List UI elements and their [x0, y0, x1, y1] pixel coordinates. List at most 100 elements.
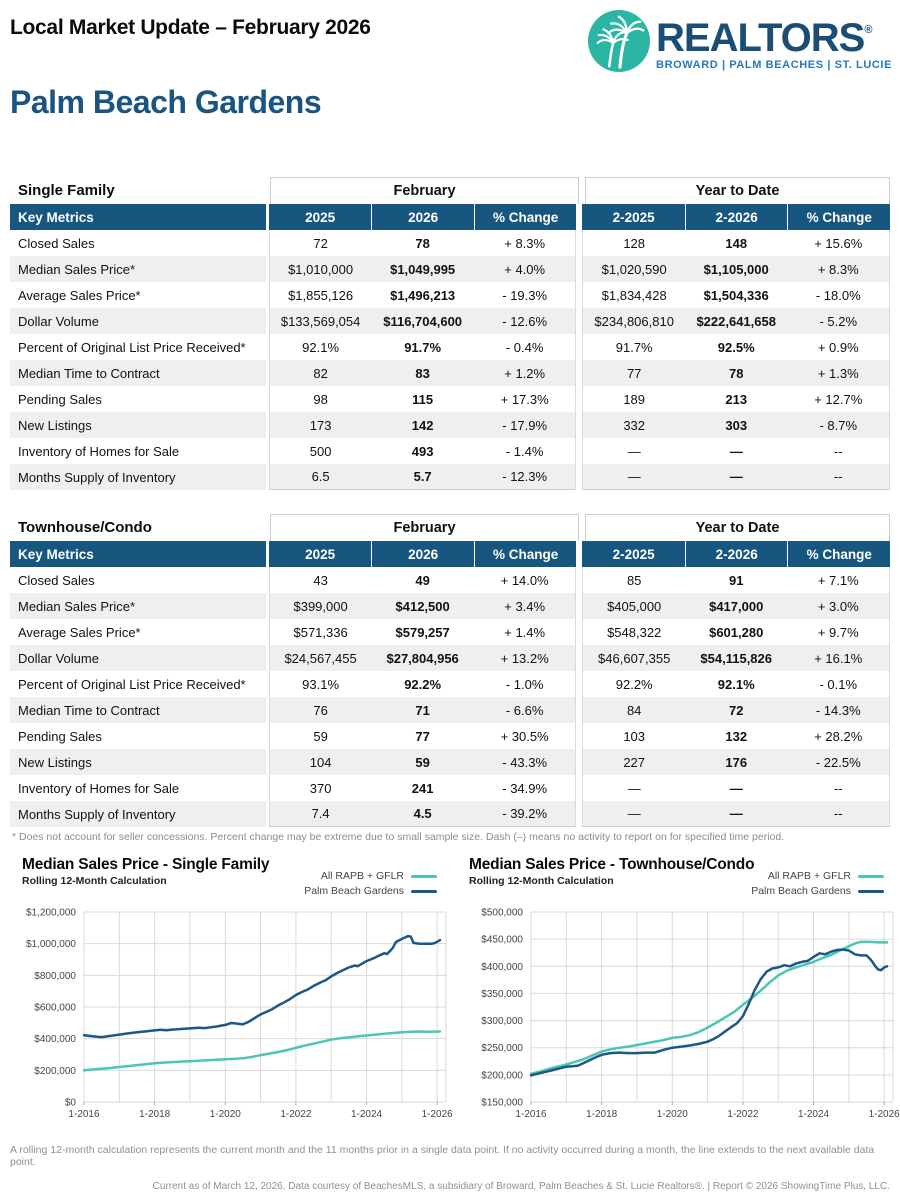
value-cell: + 1.4%	[473, 619, 577, 645]
value-cell: 93.1%	[268, 671, 372, 697]
value-cell: 332	[582, 412, 685, 438]
metric-cell: Dollar Volume	[10, 645, 266, 671]
svg-text:$200,000: $200,000	[34, 1066, 76, 1077]
value-cell: 176	[684, 749, 788, 775]
table-row: Months Supply of Inventory 7.4 4.5- 39.2% —…	[10, 801, 890, 827]
table-row: Months Supply of Inventory 6.5 5.7- 12.3% —…	[10, 464, 890, 490]
value-cell: —	[684, 438, 788, 464]
svg-text:$300,000: $300,000	[481, 1016, 523, 1027]
chart-title: Median Sales Price - Single Family	[22, 856, 270, 873]
column-header: 2-2025	[582, 541, 685, 567]
column-header: 2-2026	[684, 204, 788, 230]
svg-text:$450,000: $450,000	[481, 935, 523, 946]
value-cell: + 0.9%	[787, 334, 890, 360]
value-cell: - 22.5%	[787, 749, 890, 775]
table-footnote: * Does not account for seller concession…	[12, 831, 785, 843]
value-cell: 227	[582, 749, 685, 775]
table-row: Median Sales Price* $1,010,000 $1,049,995 +…	[10, 256, 890, 282]
single-family-table: Single Family February Year to Date Key …	[10, 177, 890, 490]
value-cell: $24,567,455	[268, 645, 372, 671]
value-cell: —	[582, 801, 685, 827]
value-cell: --	[787, 464, 890, 490]
value-cell: 173	[268, 412, 372, 438]
legend-label: All RAPB + GFLR	[767, 870, 851, 882]
svg-text:1-2024: 1-2024	[798, 1109, 830, 1120]
value-cell: $412,500	[371, 593, 474, 619]
table-row: Inventory of Homes for Sale 500 493- 1.4% —…	[10, 438, 890, 464]
metric-cell: Months Supply of Inventory	[10, 464, 266, 490]
value-cell: - 1.4%	[473, 438, 577, 464]
value-cell: $54,115,826	[684, 645, 788, 671]
value-cell: + 8.3%	[787, 256, 890, 282]
value-cell: + 1.2%	[473, 360, 577, 386]
chart-subtitle: Rolling 12-Month Calculation	[469, 875, 614, 887]
value-cell: 78	[684, 360, 788, 386]
chart-townhouse-condo: Median Sales Price - Townhouse/Condo Rol…	[453, 856, 900, 1129]
metric-cell: Inventory of Homes for Sale	[10, 775, 266, 801]
value-cell: 128	[582, 230, 685, 256]
value-cell: $1,049,995	[371, 256, 474, 282]
table-row: Median Sales Price* $399,000 $412,500 + 3.4…	[10, 593, 890, 619]
value-cell: $1,496,213	[371, 282, 474, 308]
svg-text:1-2020: 1-2020	[657, 1109, 689, 1120]
value-cell: 132	[684, 723, 788, 749]
value-cell: + 16.1%	[787, 645, 890, 671]
value-cell: 4.5	[371, 801, 474, 827]
value-cell: 98	[268, 386, 372, 412]
table-row: Dollar Volume $24,567,455 $27,804,956 + 13.…	[10, 645, 890, 671]
metric-cell: Inventory of Homes for Sale	[10, 438, 266, 464]
value-cell: 5.7	[371, 464, 474, 490]
value-cell: + 1.3%	[787, 360, 890, 386]
value-cell: + 4.0%	[473, 256, 577, 282]
chart-title: Median Sales Price - Townhouse/Condo	[469, 856, 755, 873]
table-section-title: Single Family	[18, 182, 115, 199]
table-row: New Listings 104 59- 43.3% 227 176- 22.5%	[10, 749, 890, 775]
page-title: Palm Beach Gardens	[10, 84, 322, 120]
value-cell: - 34.9%	[473, 775, 577, 801]
value-cell: $1,834,428	[582, 282, 685, 308]
value-cell: 72	[268, 230, 372, 256]
svg-text:1-2020: 1-2020	[210, 1109, 242, 1120]
chart-header: Median Sales Price - Townhouse/Condo Rol…	[469, 856, 890, 906]
value-cell: $571,336	[268, 619, 372, 645]
value-cell: - 8.7%	[787, 412, 890, 438]
value-cell: 92.2%	[371, 671, 474, 697]
value-cell: 43	[268, 567, 372, 593]
rolling-calculation-note: A rolling 12-month calculation represent…	[10, 1144, 875, 1168]
value-cell: 71	[371, 697, 474, 723]
legend-label: All RAPB + GFLR	[320, 870, 404, 882]
metric-cell: Median Sales Price*	[10, 256, 266, 282]
legend-label: Palm Beach Gardens	[304, 885, 404, 897]
value-cell: 92.1%	[684, 671, 788, 697]
line-chart-svg: $150,000 $200,000 $250,000 $300,000 $350,000…	[481, 908, 900, 1121]
column-header: 2-2026	[684, 541, 788, 567]
column-header: % Change	[473, 541, 577, 567]
value-cell: + 30.5%	[473, 723, 577, 749]
metric-cell: Percent of Original List Price Received*	[10, 334, 266, 360]
table-row: New Listings 173 142- 17.9% 332 303- 8.7%	[10, 412, 890, 438]
value-cell: - 1.0%	[473, 671, 577, 697]
key-metrics-header: Key Metrics	[10, 541, 266, 567]
value-cell: $1,504,336	[684, 282, 788, 308]
metric-cell: Median Time to Contract	[10, 360, 266, 386]
column-group-year-to-date: Year to Date	[585, 514, 890, 541]
charts-row: Median Sales Price - Single Family Rolli…	[6, 856, 900, 1129]
metric-cell: Pending Sales	[10, 386, 266, 412]
value-cell: 49	[371, 567, 474, 593]
value-cell: 303	[684, 412, 788, 438]
value-cell: - 0.4%	[473, 334, 577, 360]
value-cell: 213	[684, 386, 788, 412]
metric-cell: Closed Sales	[10, 230, 266, 256]
legend-swatch-teal	[411, 874, 437, 878]
chart-header: Median Sales Price - Single Family Rolli…	[22, 856, 443, 906]
value-cell: --	[787, 775, 890, 801]
value-cell: + 3.4%	[473, 593, 577, 619]
value-cell: 92.2%	[582, 671, 685, 697]
metric-cell: New Listings	[10, 749, 266, 775]
legend-item: Palm Beach Gardens	[751, 885, 884, 897]
value-cell: 7.4	[268, 801, 372, 827]
value-cell: —	[684, 775, 788, 801]
value-cell: - 43.3%	[473, 749, 577, 775]
value-cell: $1,855,126	[268, 282, 372, 308]
